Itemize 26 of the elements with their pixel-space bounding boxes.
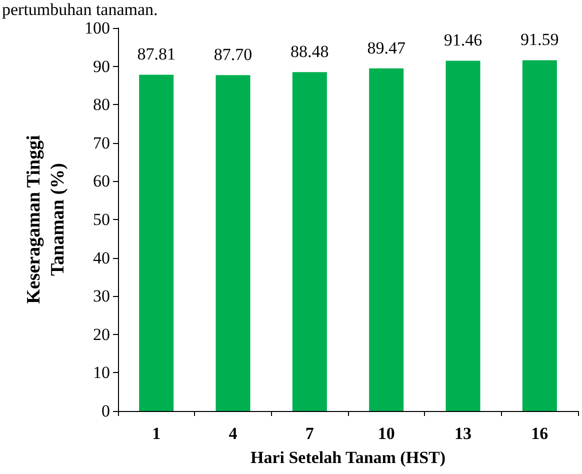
y-tick-label: 90	[93, 56, 110, 76]
data-label: 88.48	[290, 42, 329, 62]
x-tick-label: 1	[152, 424, 161, 443]
y-tick-label: 30	[93, 286, 110, 306]
y-tick-label: 10	[93, 363, 110, 382]
data-label: 87.70	[214, 45, 252, 64]
y-tick-label: 100	[84, 18, 110, 38]
x-tick-label: 10	[378, 424, 395, 443]
y-tick-label: 50	[93, 210, 110, 229]
y-tick-label: 40	[93, 248, 110, 268]
data-label: 91.59	[520, 30, 559, 50]
data-label: 91.46	[444, 30, 482, 50]
data-label: 89.47	[367, 38, 406, 58]
y-tick-label: 70	[93, 133, 110, 152]
y-axis-title: Keseragaman Tinggi Tanaman (%)	[24, 135, 68, 304]
x-tick-label: 16	[531, 424, 548, 443]
x-tick-label: 4	[228, 424, 238, 443]
y-tick-label: 60	[93, 172, 110, 191]
y-tick-label: 80	[93, 95, 110, 114]
x-axis-title: Hari Setelah Tanam (HST)	[250, 448, 446, 467]
x-tick-label: 13	[454, 424, 472, 443]
data-label: 87.81	[137, 44, 176, 64]
y-tick-label: 0	[102, 402, 110, 420]
x-tick-label: 7	[305, 424, 314, 443]
text: pertumbuhan tanaman.	[2, 0, 158, 20]
y-tick-label: 20	[93, 324, 110, 344]
